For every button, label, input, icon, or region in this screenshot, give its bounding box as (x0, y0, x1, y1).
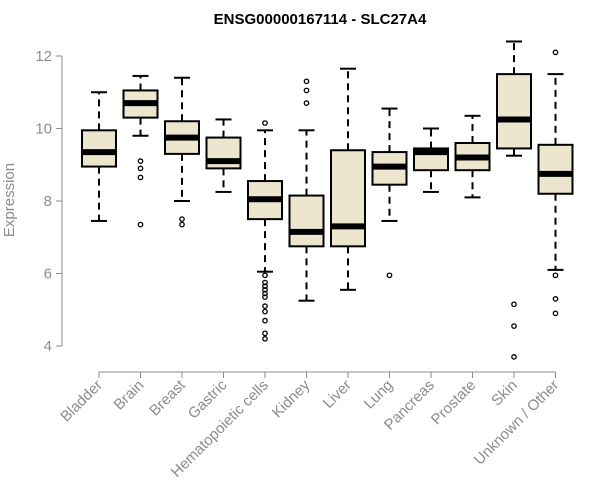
outlier-point (552, 296, 559, 302)
y-tick-label: 10 (35, 121, 52, 138)
x-tick-label: Kidney (269, 376, 314, 421)
outlier-point (262, 330, 268, 337)
box-group (164, 76, 200, 228)
box-group (330, 67, 366, 291)
x-tick-label: Liver (320, 377, 355, 412)
x-tick-label: Lung (361, 377, 397, 413)
outlier-point (552, 272, 559, 279)
x-tick-label: Skin (488, 377, 521, 410)
outlier-point (552, 49, 559, 56)
chart-title: ENSG00000167114 - SLC27A4 (214, 11, 427, 28)
outlier-point (137, 221, 144, 228)
x-tick-label: Breast (146, 376, 189, 419)
x-tick-label: Prostate (428, 377, 480, 429)
outlier-point (552, 310, 559, 317)
y-axis: 4 6 8 10 12 (35, 48, 63, 355)
box-group (205, 118, 242, 193)
box-iqr (81, 129, 117, 168)
outlier-point (262, 303, 268, 309)
box-group (413, 127, 449, 193)
y-tick-label: 12 (35, 48, 52, 65)
outlier-point (511, 323, 517, 329)
x-tick-label: Brain (111, 377, 148, 414)
box-group (247, 120, 283, 342)
outlier-point (137, 158, 144, 164)
box-group (537, 49, 574, 317)
outlier-point (262, 272, 268, 279)
outlier-point (262, 335, 268, 342)
plot-area (81, 40, 574, 360)
box-iqr (288, 194, 325, 248)
x-tick-label: Bladder (57, 377, 106, 426)
box-group (454, 114, 491, 199)
y-tick-label: 8 (44, 193, 52, 210)
outlier-point (262, 308, 268, 315)
outlier-point (303, 87, 310, 94)
outlier-point (137, 165, 144, 172)
outlier-point (262, 286, 268, 293)
box-group (371, 107, 408, 279)
outlier-point (179, 221, 185, 228)
outlier-point (262, 294, 268, 300)
outlier-point (262, 283, 268, 290)
y-axis-label: Expression (1, 163, 18, 237)
outlier-point (262, 120, 268, 126)
outlier-point (262, 317, 268, 324)
box-group (81, 91, 117, 222)
y-tick-label: 4 (44, 338, 52, 355)
outlier-point (137, 174, 144, 181)
outlier-point (511, 354, 517, 360)
box-iqr (330, 149, 366, 248)
outlier-point (262, 290, 268, 297)
outlier-point (386, 272, 393, 279)
box-iqr (537, 143, 574, 195)
y-tick-label: 6 (44, 266, 52, 283)
box-group (288, 78, 325, 302)
box-group (122, 74, 159, 228)
outlier-point (303, 100, 310, 106)
outlier-point (262, 279, 268, 286)
outlier-point (303, 78, 310, 85)
outlier-point (179, 216, 185, 222)
box-group (496, 40, 532, 360)
box-iqr (496, 73, 532, 150)
outlier-point (511, 301, 517, 308)
